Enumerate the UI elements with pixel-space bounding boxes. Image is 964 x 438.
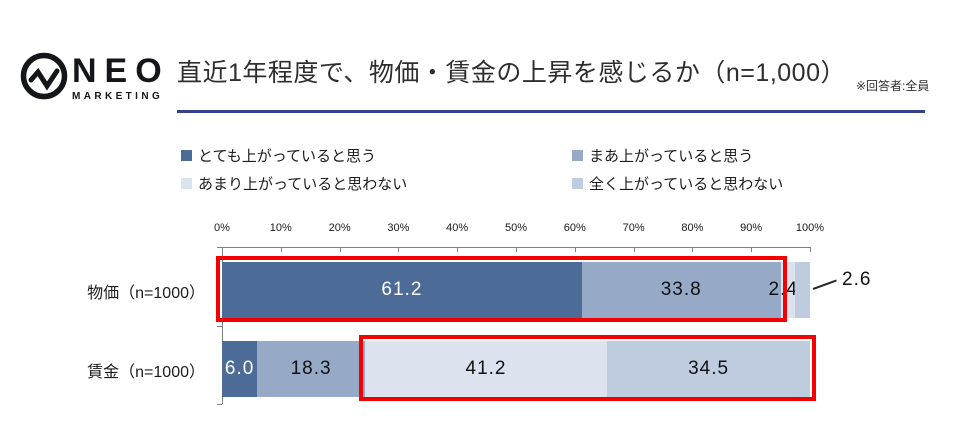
x-axis-tick-label: 30% bbox=[387, 222, 410, 234]
bar-row: 賃金（n=1000） 6.0 18.3 41.2 34.5 bbox=[87, 341, 810, 397]
bar-segment bbox=[222, 262, 582, 318]
x-axis-tick-label: 40% bbox=[446, 222, 469, 234]
legend-swatch bbox=[181, 178, 192, 189]
chart-legend: とても上がっていると思う まあ上がっていると思うあまり上がっていると思わない 全く上… bbox=[181, 147, 784, 193]
bar-row: 物価（n=1000） 61.2 33.8 2.4 bbox=[87, 262, 810, 318]
highlight-rectangle bbox=[216, 256, 787, 322]
x-axis-tick-mark bbox=[751, 247, 753, 252]
y-axis-tick-mark bbox=[217, 404, 222, 405]
x-axis-tick-label: 100% bbox=[795, 222, 825, 234]
legend-item-label: まあ上がっていると思う bbox=[589, 148, 754, 165]
x-axis-tick-label: 60% bbox=[563, 222, 586, 234]
bar-value-label: 41.2 bbox=[465, 358, 507, 379]
x-axis-tick-label: 50% bbox=[504, 222, 528, 234]
legend-item-label: とても上がっていると思う bbox=[198, 148, 377, 165]
x-axis-tick-label: 80% bbox=[681, 222, 704, 234]
bar-value-label: 18.3 bbox=[290, 358, 332, 379]
legend-item: 全く上がっていると思わない bbox=[572, 175, 784, 193]
stacked-bar-chart: 0% 10% 20% 30% 40% 50% 60% 70% 80% 90% 100% 物価（n=10… bbox=[87, 222, 870, 422]
x-axis-tick-mark bbox=[692, 247, 694, 252]
x-axis-tick-label: 90% bbox=[740, 222, 763, 234]
logo-wordmark: NEO bbox=[72, 52, 170, 90]
legend-swatch bbox=[181, 150, 192, 161]
x-axis-tick-mark bbox=[574, 247, 576, 252]
y-axis-line bbox=[222, 247, 223, 404]
x-axis-tick-mark bbox=[457, 247, 459, 252]
x-axis-tick-label: 10% bbox=[269, 222, 292, 234]
bar-segment bbox=[257, 341, 365, 397]
x-axis-tick-mark bbox=[339, 247, 341, 252]
title-underline bbox=[177, 110, 925, 113]
respondent-note: ※回答者:全員 bbox=[856, 79, 930, 93]
x-axis-line bbox=[222, 247, 811, 248]
legend-item: あまり上がっていると思わない bbox=[181, 175, 572, 193]
bar-segment bbox=[607, 341, 810, 397]
bar-segment bbox=[794, 262, 810, 318]
callout-leader-line bbox=[812, 279, 837, 290]
legend-swatch bbox=[572, 178, 583, 189]
bar-value-label: 61.2 bbox=[381, 279, 423, 300]
category-label: 賃金（n=1000） bbox=[87, 364, 205, 381]
y-axis-tick-mark bbox=[217, 325, 222, 327]
x-axis-tick-mark bbox=[810, 247, 811, 252]
y-axis-tick-mark bbox=[217, 247, 222, 248]
x-axis-tick-mark bbox=[280, 247, 282, 252]
highlight-rectangle bbox=[358, 335, 816, 401]
bar-value-label: 33.8 bbox=[660, 279, 702, 300]
page-title: 直近1年程度で、物価・賃金の上昇を感じるか（n=1,000） bbox=[177, 59, 846, 87]
legend-item-label: 全く上がっていると思わない bbox=[589, 176, 784, 193]
neo-marketing-logo: NEO MARKETING bbox=[20, 52, 170, 112]
x-axis-tick-mark bbox=[516, 247, 517, 252]
legend-swatch bbox=[572, 150, 583, 161]
bar-value-label: 34.5 bbox=[688, 358, 730, 379]
bar-segment bbox=[581, 262, 781, 318]
legend-item: とても上がっていると思う bbox=[181, 147, 572, 165]
bar-value-label: 6.0 bbox=[224, 358, 255, 379]
x-axis-tick-label: 70% bbox=[622, 222, 645, 234]
legend-item-label: あまり上がっていると思わない bbox=[198, 176, 408, 193]
category-label: 物価（n=1000） bbox=[87, 285, 205, 302]
bar-segment bbox=[364, 341, 608, 397]
logo-pulse-icon bbox=[20, 52, 68, 100]
x-axis-tick-mark bbox=[398, 247, 400, 252]
callout-value-label: 2.6 bbox=[842, 269, 872, 290]
x-axis-tick-label: 20% bbox=[328, 222, 351, 234]
x-axis-tick-label: 0% bbox=[214, 222, 230, 234]
x-axis-tick-mark bbox=[633, 247, 635, 252]
logo-subtext: MARKETING bbox=[72, 91, 164, 102]
bar-segment bbox=[222, 341, 258, 397]
legend-item: まあ上がっていると思う bbox=[572, 147, 783, 165]
